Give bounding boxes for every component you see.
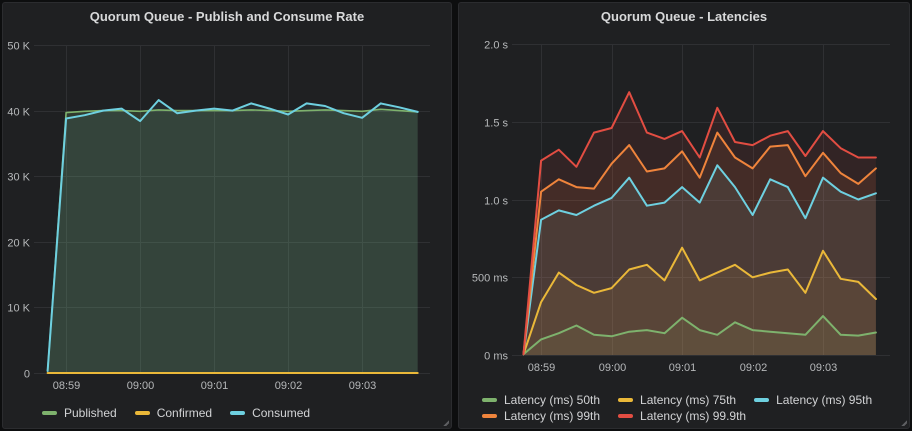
svg-text:08:59: 08:59 [528,362,556,374]
series-latency-ms-75th-fill [523,247,876,355]
svg-text:09:03: 09:03 [810,362,838,374]
svg-text:0: 0 [24,369,30,381]
panel-resize-handle-icon[interactable] [899,418,907,426]
legend: Published Confirmed Consumed [3,404,451,420]
panel-resize-handle-icon[interactable] [441,418,449,426]
series-consumed-line [46,99,419,372]
legend-swatch-icon [754,398,770,402]
legend-label: Latency (ms) 50th [504,393,601,407]
legend-label: Published [64,406,117,420]
legend-label: Latency (ms) 95th [776,393,873,407]
legend-swatch-icon [230,411,246,415]
plot-area[interactable] [520,44,890,355]
svg-text:09:00: 09:00 [599,362,627,374]
publish-consume-chart[interactable]: 0 10 K 20 K 30 K 40 K 50 K 08:59 09:00 09:01 09:0… [3,3,449,426]
legend-swatch-icon [482,414,497,418]
svg-text:10 K: 10 K [7,303,30,315]
series-latency-ms-50th-fill [523,316,876,355]
legend: Latency (ms) 50th Latency (ms) 75th Latenc… [459,391,909,423]
legend-label: Latency (ms) 99th [504,409,601,423]
series-latency-ms-99th-line [522,131,877,356]
svg-text:08:59: 08:59 [53,380,81,392]
legend-item-latency-ms-75th[interactable]: Latency (ms) 75th [618,393,736,407]
legend-item-latency-ms-95th[interactable]: Latency (ms) 95th [754,393,872,407]
series-published-fill [47,109,418,374]
svg-text:09:03: 09:03 [349,380,377,392]
svg-text:20 K: 20 K [7,238,30,250]
svg-text:09:02: 09:02 [275,380,303,392]
svg-text:1.5 s: 1.5 s [484,118,508,130]
legend-swatch-icon [618,398,634,402]
series-consumed-fill [47,100,418,373]
legend-label: Latency (ms) 99.9th [640,409,747,423]
series-latency-ms-95th-fill [523,165,876,355]
legend-item-latency-ms-99-9th[interactable]: Latency (ms) 99.9th [618,409,746,423]
y-axis-labels: 0 ms 500 ms 1.0 s 1.5 s 2.0 s [472,40,509,363]
legend-label: Latency (ms) 75th [640,393,737,407]
svg-text:1.0 s: 1.0 s [484,196,508,208]
svg-text:2.0 s: 2.0 s [484,40,508,52]
svg-text:40 K: 40 K [7,107,30,119]
y-axis-labels: 0 10 K 20 K 30 K 40 K 50 K [7,41,30,381]
panel-title[interactable]: Quorum Queue - Latencies [600,9,768,24]
legend-swatch-icon [618,414,634,418]
svg-text:50 K: 50 K [7,41,30,53]
panel-title[interactable]: Quorum Queue - Publish and Consume Rate [89,9,365,24]
series-latency-ms-99-9th-fill [523,92,876,355]
plot-area[interactable] [42,45,430,373]
legend-item-published[interactable]: Published [42,406,117,420]
svg-text:30 K: 30 K [7,172,30,184]
svg-text:09:00: 09:00 [127,380,155,392]
series-latency-ms-50th-line [522,315,877,356]
legend-label: Consumed [252,406,311,420]
svg-text:500 ms: 500 ms [472,273,509,285]
svg-text:09:01: 09:01 [201,380,229,392]
series-latency-ms-95th-line [522,164,877,356]
series-latency-ms-99-9th-line [522,91,877,356]
latencies-chart[interactable]: 0 ms 500 ms 1.0 s 1.5 s 2.0 s 08:59 09:00 09:01… [459,3,909,426]
legend-item-latency-ms-50th[interactable]: Latency (ms) 50th [482,393,600,407]
legend-swatch-icon [134,411,150,415]
legend-swatch-icon [482,398,497,402]
legend-item-confirmed[interactable]: Confirmed [134,406,213,420]
x-axis-labels: 08:59 09:00 09:01 09:02 09:03 [528,362,838,374]
legend-label: Confirmed [156,406,213,420]
series-latency-ms-75th-line [522,246,877,356]
svg-text:0 ms: 0 ms [484,351,508,363]
x-axis-labels: 08:59 09:00 09:01 09:02 09:03 [53,380,377,392]
legend-item-consumed[interactable]: Consumed [230,406,310,420]
legend-item-latency-ms-99th[interactable]: Latency (ms) 99th [482,409,600,423]
svg-text:09:02: 09:02 [740,362,768,374]
svg-text:09:01: 09:01 [669,362,697,374]
legend-swatch-icon [42,411,57,415]
panel-publish-consume-rate: Quorum Queue - Publish and Consume Rate … [2,2,452,429]
panel-latencies: Quorum Queue - Latencies 0 ms 500 ms 1.0 s… [458,2,910,429]
